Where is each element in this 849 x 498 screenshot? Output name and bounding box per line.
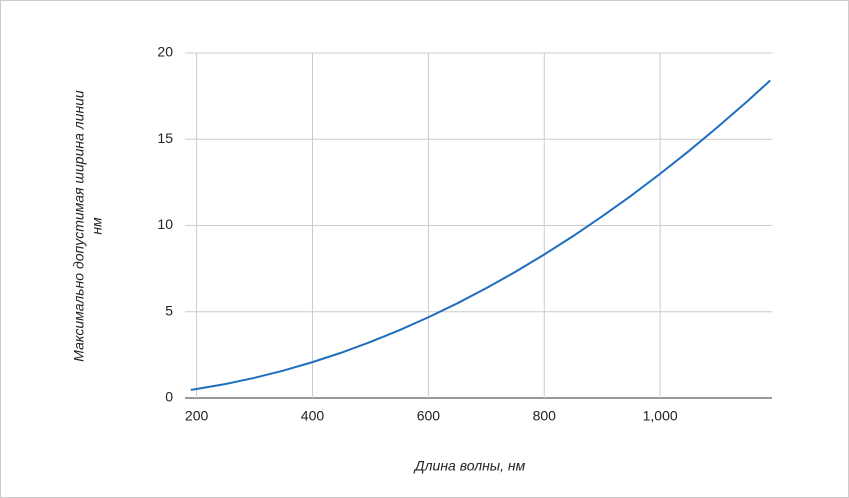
data-line [190,79,771,391]
x-tick-label: 800 [533,408,557,424]
y-axis-label: Максимально допустимая ширина линии [71,90,87,362]
y-tick-label: 10 [157,216,173,232]
y-tick-label: 20 [157,44,173,60]
x-tick-label: 400 [301,408,325,424]
x-tick-label: 200 [185,408,209,424]
y-tick-label: 0 [165,389,173,405]
y-tick-label: 5 [165,302,173,318]
x-axis-label: Длина волны, нм [413,458,526,474]
x-tick-label: 600 [417,408,441,424]
y-tick-label: 15 [157,130,173,146]
x-tick-label: 1,000 [643,408,678,424]
y-axis-label: нм [89,217,105,235]
